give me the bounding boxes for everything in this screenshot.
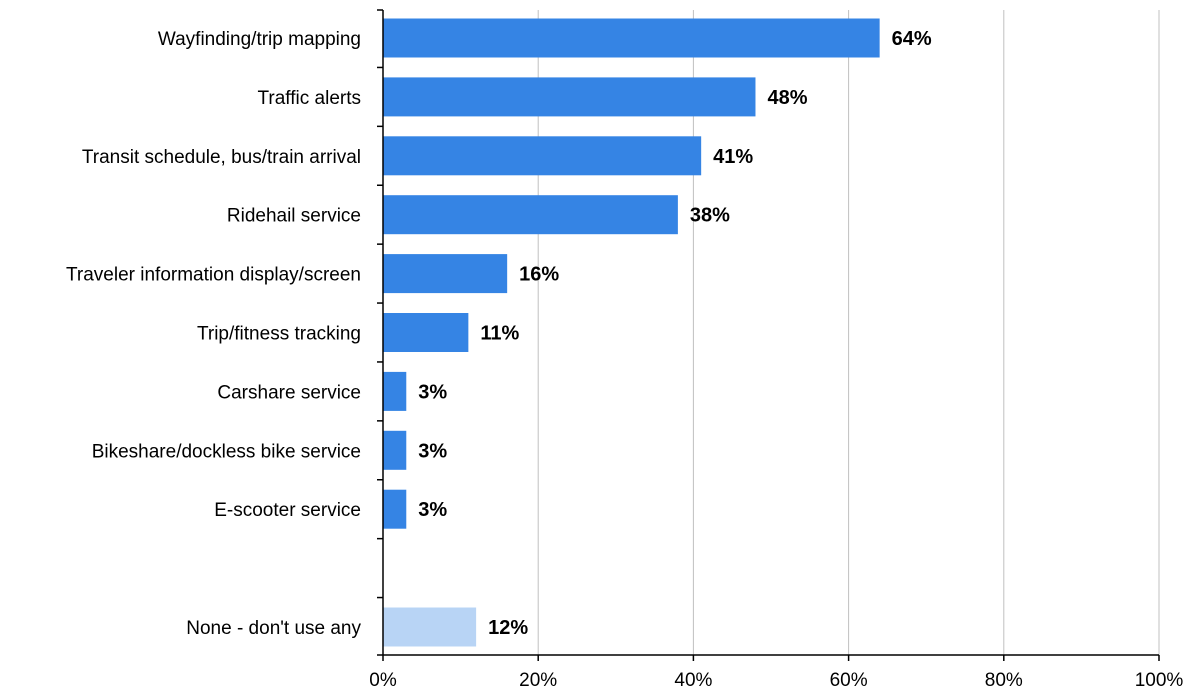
value-label-6: 3% xyxy=(418,381,447,403)
category-label-1: Traffic alerts xyxy=(258,88,361,109)
bar-10 xyxy=(383,607,477,647)
bar-1 xyxy=(383,77,756,117)
x-tick-label-40: 40% xyxy=(674,670,712,691)
x-tick-label-100: 100% xyxy=(1135,670,1184,691)
bars xyxy=(383,18,880,647)
bar-6 xyxy=(383,371,407,411)
category-label-0: Wayfinding/trip mapping xyxy=(158,29,361,50)
value-label-2: 41% xyxy=(713,146,753,168)
bar-7 xyxy=(383,430,407,470)
x-tick-label-20: 20% xyxy=(519,670,557,691)
category-label-2: Transit schedule, bus/train arrival xyxy=(82,147,361,168)
category-label-8: E-scooter service xyxy=(214,500,361,521)
value-label-8: 3% xyxy=(418,499,447,521)
bar-5 xyxy=(383,313,469,352)
gridlines xyxy=(537,10,1160,655)
x-tick-label-80: 80% xyxy=(985,670,1023,691)
bar-3 xyxy=(383,195,678,235)
bar-2 xyxy=(383,136,702,176)
bar-4 xyxy=(383,254,508,294)
x-tick-label-0: 0% xyxy=(369,670,397,691)
bar-0 xyxy=(383,18,880,58)
value-label-0: 64% xyxy=(892,28,932,50)
x-tick-label-60: 60% xyxy=(830,670,868,691)
bar-8 xyxy=(383,489,407,529)
category-label-4: Traveler information display/screen xyxy=(66,265,361,286)
value-label-7: 3% xyxy=(418,440,447,462)
category-label-3: Ridehail service xyxy=(227,206,361,227)
labels: 64% Wayfinding/trip mapping 48% Traffic ale… xyxy=(66,28,1183,691)
value-label-5: 11% xyxy=(480,323,519,345)
value-label-1: 48% xyxy=(767,87,807,109)
category-label-10: None - don't use any xyxy=(186,618,361,639)
axes xyxy=(377,9,1160,661)
category-label-5: Trip/fitness tracking xyxy=(197,324,361,345)
value-label-4: 16% xyxy=(519,264,559,286)
category-label-7: Bikeshare/dockless bike service xyxy=(92,441,361,462)
value-label-3: 38% xyxy=(690,205,730,227)
value-label-10: 12% xyxy=(488,617,528,639)
category-label-6: Carshare service xyxy=(217,382,361,403)
